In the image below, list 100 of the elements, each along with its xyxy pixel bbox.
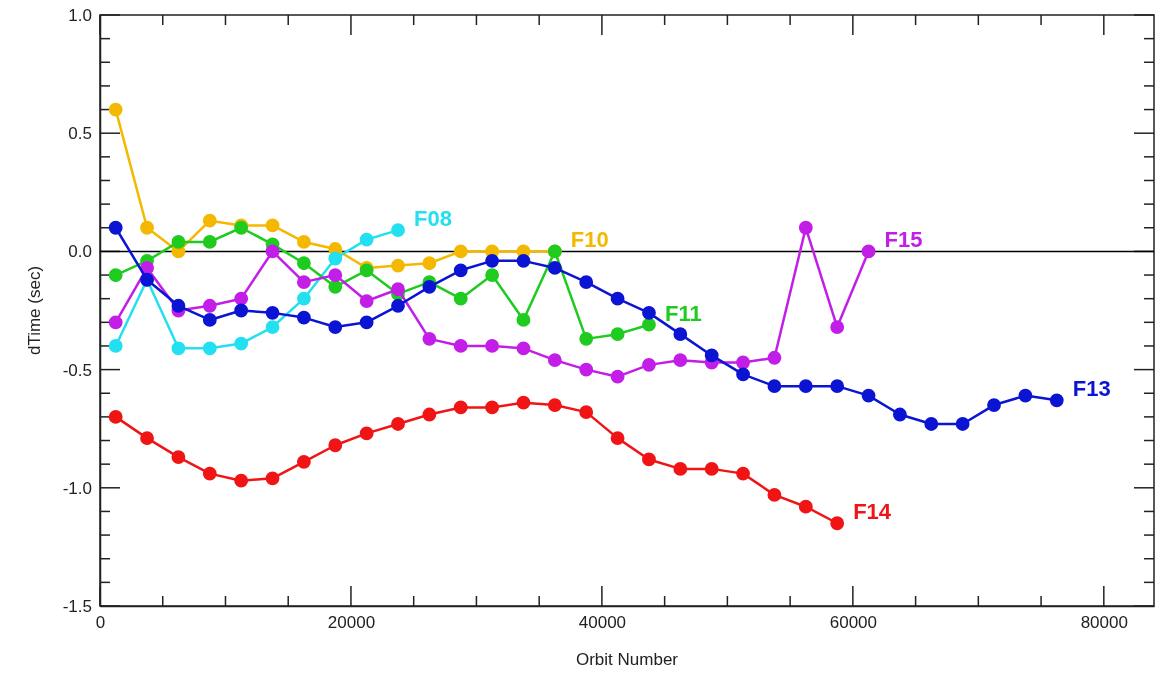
- point: [359, 315, 374, 330]
- point: [328, 438, 343, 453]
- point: [767, 350, 782, 365]
- y-tick-label: -1.0: [62, 478, 92, 498]
- y-tick-label: -1.5: [62, 596, 92, 616]
- point: [893, 407, 907, 422]
- point: [924, 417, 939, 431]
- point: [830, 516, 845, 531]
- point: [108, 220, 123, 235]
- point: [296, 235, 311, 249]
- point: [798, 379, 813, 394]
- point: [861, 244, 876, 259]
- point: [359, 232, 374, 247]
- series-label: F10: [570, 227, 609, 253]
- point: [516, 313, 531, 327]
- point: [955, 417, 970, 431]
- y-axis-title: dTime (sec): [25, 265, 44, 356]
- point: [987, 398, 1001, 412]
- point: [579, 362, 594, 377]
- point: [391, 417, 405, 431]
- point: [1049, 393, 1064, 408]
- point: [234, 291, 249, 306]
- point: [642, 357, 656, 372]
- point: [642, 452, 656, 467]
- point: [736, 466, 750, 481]
- point: [673, 327, 688, 342]
- point: [171, 341, 186, 356]
- point: [202, 298, 217, 313]
- point: [108, 409, 123, 424]
- point: [328, 279, 343, 294]
- series-label: F15: [884, 227, 923, 253]
- point: [296, 291, 311, 306]
- point: [610, 291, 625, 306]
- point: [579, 275, 594, 290]
- point: [328, 251, 343, 266]
- point: [234, 336, 249, 351]
- point: [516, 395, 531, 410]
- point: [453, 291, 468, 306]
- point: [171, 450, 186, 464]
- point: [516, 341, 531, 356]
- y-tick-label: 0.0: [68, 242, 92, 262]
- point: [610, 369, 625, 384]
- point: [296, 275, 311, 290]
- point: [485, 253, 500, 268]
- point: [861, 388, 876, 403]
- point: [140, 220, 154, 235]
- point: [422, 407, 437, 422]
- point: [202, 466, 217, 481]
- point: [642, 317, 656, 332]
- point: [516, 253, 531, 268]
- y-tick-label: 1.0: [68, 5, 92, 25]
- x-axis-title: Orbit Number: [575, 650, 679, 669]
- series-label: F11: [664, 300, 702, 326]
- point: [202, 341, 217, 356]
- point: [579, 405, 594, 420]
- point: [453, 400, 468, 415]
- point: [391, 258, 405, 273]
- point: [171, 235, 186, 249]
- x-tick-label: 60000: [829, 613, 877, 633]
- point: [673, 461, 688, 476]
- point: [140, 431, 154, 446]
- point: [453, 263, 468, 278]
- point: [453, 339, 468, 353]
- point: [547, 353, 562, 368]
- point: [202, 213, 217, 228]
- point: [234, 303, 249, 318]
- point: [610, 327, 625, 342]
- point: [328, 320, 343, 334]
- point: [767, 488, 782, 502]
- point: [673, 353, 688, 368]
- point: [704, 461, 719, 476]
- point: [830, 320, 845, 334]
- point: [108, 102, 123, 117]
- point: [736, 355, 750, 370]
- point: [202, 235, 217, 249]
- point: [265, 244, 280, 259]
- point: [296, 454, 311, 469]
- point: [265, 471, 280, 486]
- point: [610, 431, 625, 446]
- point: [704, 348, 719, 363]
- point: [579, 331, 594, 346]
- point: [422, 279, 437, 294]
- point: [422, 331, 437, 346]
- point: [736, 367, 750, 382]
- x-tick-label: 20000: [327, 613, 376, 633]
- point: [453, 244, 468, 259]
- point: [359, 426, 374, 441]
- point: [171, 298, 186, 313]
- point: [767, 379, 782, 394]
- point: [547, 398, 562, 412]
- point: [798, 499, 813, 514]
- point: [108, 268, 123, 282]
- point: [798, 220, 813, 235]
- point: [108, 315, 123, 330]
- y-tick-label: -0.5: [62, 360, 92, 380]
- point: [485, 268, 500, 282]
- point: [265, 320, 280, 334]
- series-label: F14: [853, 499, 892, 525]
- point: [391, 298, 405, 313]
- point: [265, 305, 280, 320]
